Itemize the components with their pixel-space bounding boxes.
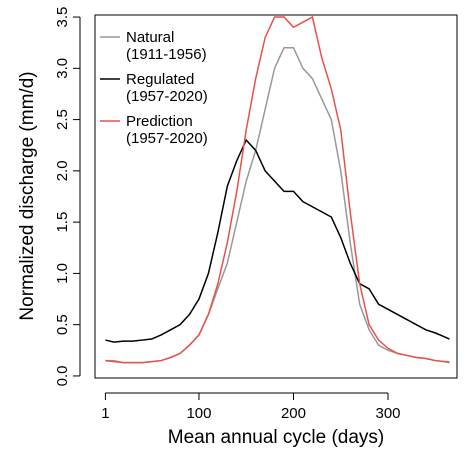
x-tick-label: 1: [101, 405, 109, 422]
legend-label-line: (1957-2020): [126, 130, 208, 147]
x-tick-label: 100: [186, 405, 211, 422]
series-line: [105, 15, 450, 364]
y-tick-label: 1.0: [54, 263, 71, 284]
legend-label-line: Prediction: [126, 113, 193, 130]
y-axis-label: Normalized discharge (mm/d): [17, 71, 38, 320]
y-tick-label: 0.0: [54, 366, 71, 387]
legend-label-line: (1957-2020): [126, 88, 208, 105]
x-tick-label: 200: [281, 405, 306, 422]
y-tick-label: 3.0: [54, 58, 71, 79]
x-axis-label: Mean annual cycle (days): [168, 427, 385, 448]
series-line: [105, 138, 450, 343]
legend-label-line: (1911-1956): [126, 46, 207, 63]
legend-label: Natural (1911-1956): [126, 29, 207, 63]
plot-box: [94, 14, 458, 379]
y-tick-label: 0.5: [54, 314, 71, 335]
legend-label: Prediction (1957-2020): [126, 113, 208, 147]
y-tick-label: 1.5: [54, 212, 71, 233]
y-tick-label: 2.0: [54, 160, 71, 181]
y-tick-label: 3.5: [54, 7, 71, 28]
legend-label-line: Regulated: [126, 71, 194, 88]
legend-label: Regulated (1957-2020): [126, 71, 208, 105]
x-tick-label: 300: [375, 405, 400, 422]
y-tick-label: 2.5: [54, 109, 71, 130]
legend-label-line: Natural: [126, 29, 174, 46]
